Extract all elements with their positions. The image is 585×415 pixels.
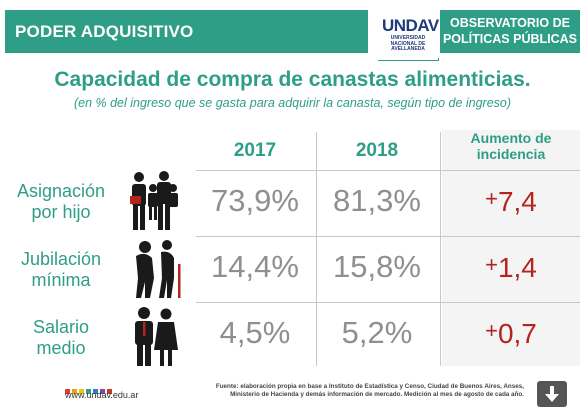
row-label-line-2: mínima [31,270,91,290]
grid-line [440,132,441,366]
increase-sign: + [485,252,498,277]
logo-subtitle: UNIVERSIDAD NACIONAL DE AVELLANEDA [390,35,426,52]
increase-salario: +0,7 [442,318,580,350]
row-label-line-1: Salario [32,317,90,337]
row-label-line-1: Jubilación [20,249,102,269]
row-label-jubilacion: Jubilación mínima [2,249,120,291]
source-note: Fuente: elaboración propia en base a Ins… [196,383,524,399]
column-header-increase-line-2: incidencia [476,146,546,162]
workers-couple-icon [135,307,178,366]
download-icon [545,386,559,402]
download-button[interactable] [537,381,567,407]
observatorio-line-2: POLÍTICAS PÚBLICAS [442,32,578,46]
chart-title: Capacidad de compra de canastas alimenti… [54,68,531,91]
value-2018-salario: 5,2% [341,315,413,350]
grid-line [196,236,580,237]
row-label-line-1: Asignación [16,181,106,201]
increase-sign: + [485,186,498,211]
row-label-line-2: medio [36,338,86,358]
source-line-1: Fuente: elaboración propia en base a Ins… [215,383,524,390]
increase-value: 1,4 [497,252,537,283]
observatorio-line-1: OBSERVATORIO DE [450,16,570,30]
increase-value: 0,7 [497,318,537,349]
column-header-2018: 2018 [355,140,399,161]
chart-subtitle: (en % del ingreso que se gasta para adqu… [73,96,512,110]
grid-line [196,170,580,171]
family-icon [130,171,178,230]
increase-value: 7,4 [497,186,537,217]
brand-dots [65,381,114,399]
logo-word: UNDAV [382,16,439,35]
row-label-salario: Salario medio [2,317,120,359]
increase-sign: + [485,318,498,343]
column-header-increase-line-1: Aumento de [470,130,552,146]
value-2017-jubilacion: 14,4% [211,249,299,284]
value-2017-salario: 4,5% [219,315,291,350]
column-header-increase: Aumento de incidencia [442,130,580,162]
increase-jubilacion: +1,4 [442,252,580,284]
row-label-line-2: por hijo [31,202,91,222]
value-2017-asignacion: 73,9% [211,183,299,218]
column-header-2017: 2017 [233,140,277,161]
increase-column-panel [442,130,580,366]
footer-url[interactable]: www.undav.edu.ar [65,390,139,400]
source-line-2: Ministerio de Hacienda y demás informaci… [230,391,524,398]
elderly-couple-icon [136,240,181,298]
header: PODER ADQUISITIVO UNDAV UNIVERSIDAD NACI… [0,0,585,61]
increase-asignacion: +7,4 [442,186,580,218]
grid-line [196,302,580,303]
section-title: PODER ADQUISITIVO [15,22,194,41]
undav-logo: UNDAV UNIVERSIDAD NACIONAL DE AVELLANEDA [376,4,439,60]
row-label-asignacion: Asignación por hijo [2,181,120,223]
grid-line [316,132,317,366]
value-2018-asignacion: 81,3% [333,183,421,218]
value-2018-jubilacion: 15,8% [333,249,421,284]
section-banner: PODER ADQUISITIVO [5,10,368,53]
observatorio-banner: OBSERVATORIO DE POLÍTICAS PÚBLICAS [440,10,580,53]
